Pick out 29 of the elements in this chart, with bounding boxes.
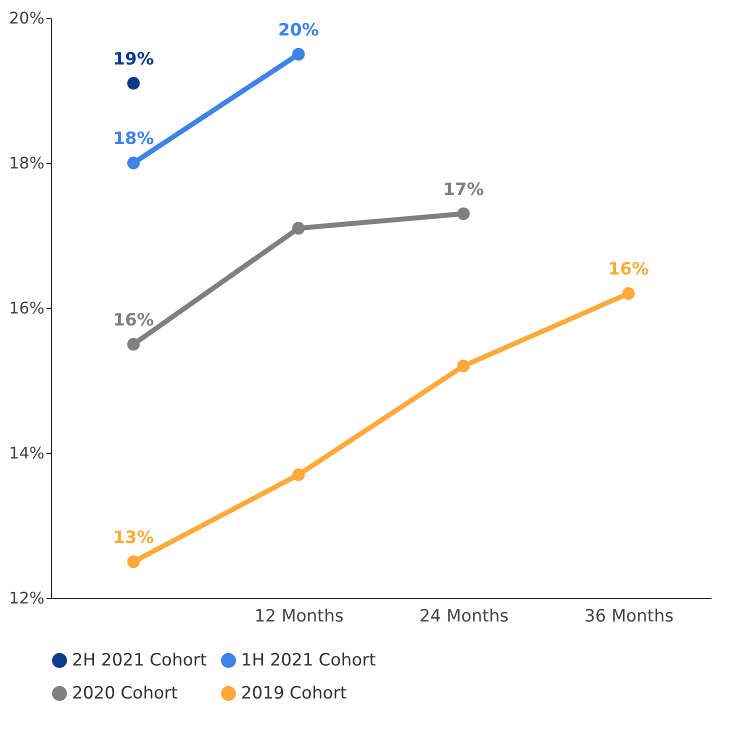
- point: [127, 76, 140, 90]
- point: [127, 555, 140, 568]
- legend-label: 2H 2021 Cohort: [72, 650, 208, 671]
- data-label: 18%: [113, 129, 154, 149]
- x-tick-label: 24 Months: [419, 606, 509, 626]
- data-label: 17%: [443, 180, 484, 200]
- legend-label: 2019 Cohort: [241, 684, 348, 704]
- point: [127, 338, 140, 351]
- data-label: 13%: [113, 528, 154, 548]
- point: [457, 360, 470, 372]
- legend-label: 2020 Cohort: [72, 684, 178, 704]
- x-tick-label: 36 Months: [584, 606, 674, 626]
- y-tick-label: 20%: [8, 8, 44, 28]
- point: [457, 207, 470, 220]
- point: [292, 468, 305, 482]
- point: [127, 156, 140, 170]
- y-tick-label: 12%: [8, 588, 44, 608]
- data-label: 20%: [278, 20, 319, 40]
- y-tick-label: 16%: [8, 298, 44, 318]
- point: [292, 222, 305, 235]
- point: [622, 287, 635, 300]
- y-tick-label: 14%: [8, 444, 44, 462]
- point: [292, 48, 305, 61]
- data-label: 16%: [113, 310, 154, 330]
- data-label: 19%: [113, 49, 154, 70]
- y-tick-label: 18%: [8, 154, 44, 172]
- x-tick-label: 12 Months: [254, 606, 344, 626]
- data-label: 16%: [608, 260, 649, 280]
- legend-label: 1H 2021 Cohort: [241, 650, 376, 671]
